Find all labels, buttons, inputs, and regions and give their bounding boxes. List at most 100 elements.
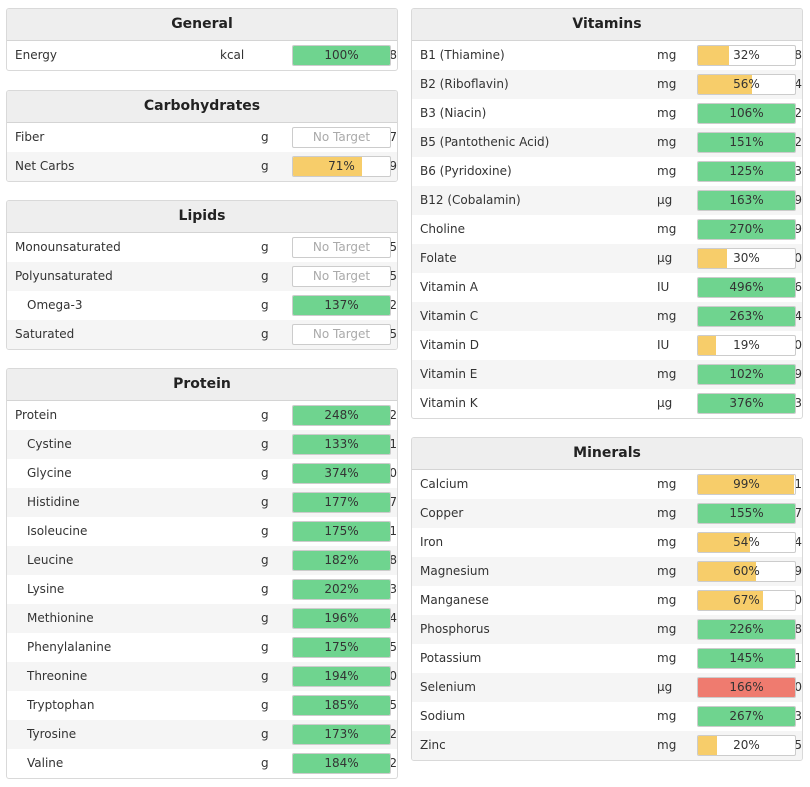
nutrient-row[interactable]: B3 (Niacin)74.2mg106%	[412, 99, 802, 128]
progress-fill	[293, 609, 390, 628]
nutrient-row[interactable]: B12 (Cobalamin)48.9µg163%	[412, 186, 802, 215]
progress-fill	[293, 157, 362, 176]
target-progress-bar: No Target	[292, 237, 391, 258]
nutrient-name: Histidine	[27, 495, 80, 509]
progress-percent: 56%	[733, 77, 760, 91]
nutrient-row[interactable]: Selenium500.0µg166%	[412, 673, 802, 702]
progress-fill	[293, 638, 390, 657]
nutrient-unit: g	[261, 240, 269, 254]
nutrient-name: Valine	[27, 756, 64, 770]
nutrient-row[interactable]: Copper4.7mg155%	[412, 499, 802, 528]
nutrient-unit: mg	[657, 709, 677, 723]
nutrient-unit: g	[261, 130, 269, 144]
nutrient-unit: g	[261, 159, 269, 173]
nutrient-row[interactable]: Valine16.2g184%	[7, 749, 397, 778]
nutrient-row[interactable]: Omega-38.2g137%	[7, 291, 397, 320]
target-progress-bar: 133%	[292, 434, 391, 455]
nutrient-unit: mg	[657, 651, 677, 665]
progress-fill	[293, 667, 390, 686]
nutrient-row[interactable]: B1 (Thiamine)1.8mg32%	[412, 41, 802, 70]
nutrient-name: Saturated	[15, 327, 75, 341]
nutrient-row[interactable]: Methionine8.4g196%	[7, 604, 397, 633]
progress-percent: 177%	[324, 495, 359, 509]
nutrient-name: B3 (Niacin)	[420, 106, 487, 120]
nutrient-row[interactable]: Calcium1999.1mg99%	[412, 470, 802, 499]
nutrient-row[interactable]: Isoleucine14.1g175%	[7, 517, 397, 546]
progress-fill	[698, 649, 795, 668]
nutrient-row[interactable]: B5 (Pantothenic Acid)18.2mg151%	[412, 128, 802, 157]
target-progress-bar: 60%	[697, 561, 796, 582]
target-progress-bar: 182%	[292, 550, 391, 571]
nutrient-row[interactable]: Phosphorus3392.8mg226%	[412, 615, 802, 644]
nutrient-row[interactable]: Phenylalanine12.5g175%	[7, 633, 397, 662]
nutrient-unit: mg	[657, 593, 677, 607]
nutrient-row[interactable]: B2 (Riboflavin)3.4mg56%	[412, 70, 802, 99]
target-progress-bar: 177%	[292, 492, 391, 513]
progress-percent: 67%	[733, 593, 760, 607]
target-progress-bar: 163%	[697, 190, 796, 211]
nutrient-row[interactable]: B6 (Pyridoxine)6.3mg125%	[412, 157, 802, 186]
progress-fill	[293, 435, 390, 454]
nutrient-unit: g	[261, 437, 269, 451]
nutrient-unit: µg	[657, 680, 673, 694]
nutrient-unit: g	[261, 466, 269, 480]
nutrient-name: Polyunsaturated	[15, 269, 113, 283]
nutrient-row[interactable]: Sodium10702.3mg267%	[412, 702, 802, 731]
progress-fill	[293, 493, 390, 512]
nutrient-row[interactable]: Fiber8.7gNo Target	[7, 123, 397, 152]
progress-percent: 71%	[328, 159, 355, 173]
nutrient-row[interactable]: Vitamin C789.4mg263%	[412, 302, 802, 331]
nutrient-row[interactable]: Vitamin K3768.3µg376%	[412, 389, 802, 418]
nutrient-row[interactable]: Threonine14.0g194%	[7, 662, 397, 691]
progress-fill	[698, 736, 718, 755]
nutrient-row[interactable]: Folate246.0µg30%	[412, 244, 802, 273]
nutrient-unit: g	[261, 640, 269, 654]
nutrient-row[interactable]: Energy2001.8kcal100%	[7, 41, 397, 70]
panel-vitamins: Vitamins B1 (Thiamine)1.8mg32%B2 (Ribofl…	[411, 8, 803, 419]
nutrient-unit: mg	[657, 564, 677, 578]
progress-fill	[698, 591, 763, 610]
nutrient-row[interactable]: Cystine3.1g133%	[7, 430, 397, 459]
progress-fill	[698, 278, 795, 297]
nutrient-row[interactable]: Magnesium609.9mg60%	[412, 557, 802, 586]
progress-fill	[293, 406, 390, 425]
progress-percent: No Target	[312, 130, 371, 144]
nutrient-row[interactable]: Vitamin D684.0IU19%	[412, 331, 802, 360]
nutrient-row[interactable]: Potassium7990.1mg145%	[412, 644, 802, 673]
nutrient-unit: g	[261, 408, 269, 422]
progress-percent: 496%	[729, 280, 764, 294]
nutrient-unit: g	[261, 298, 269, 312]
progress-percent: 163%	[729, 193, 764, 207]
nutrient-row[interactable]: Polyunsaturated15.5gNo Target	[7, 262, 397, 291]
nutrient-name: Tryptophan	[27, 698, 95, 712]
nutrient-unit: mg	[657, 106, 677, 120]
nutrient-row[interactable]: Histidine8.7g177%	[7, 488, 397, 517]
nutrient-row[interactable]: Tryptophan3.5g185%	[7, 691, 397, 720]
nutrient-row[interactable]: Monounsaturated30.5gNo Target	[7, 233, 397, 262]
nutrient-row[interactable]: Saturated14.5gNo Target	[7, 320, 397, 349]
nutrient-row[interactable]: Choline1488.9mg270%	[412, 215, 802, 244]
progress-percent: 374%	[324, 466, 359, 480]
target-progress-bar: 496%	[697, 277, 796, 298]
nutrient-row[interactable]: Tyrosine10.2g173%	[7, 720, 397, 749]
nutrient-name: Threonine	[27, 669, 88, 683]
nutrient-row[interactable]: Leucine24.8g182%	[7, 546, 397, 575]
nutrient-unit: mg	[657, 367, 677, 381]
nutrient-row[interactable]: Iron16.4mg54%	[412, 528, 802, 557]
nutrient-row[interactable]: Zinc6.5mg20%	[412, 731, 802, 760]
nutrient-row[interactable]: Manganese4.0mg67%	[412, 586, 802, 615]
nutrient-row[interactable]: Vitamin E35.9mg102%	[412, 360, 802, 389]
nutrient-row[interactable]: Protein310.2g248%	[7, 401, 397, 430]
progress-percent: 60%	[733, 564, 760, 578]
target-progress-bar: 263%	[697, 306, 796, 327]
nutrient-name: Fiber	[15, 130, 45, 144]
nutrient-row[interactable]: Net Carbs35.9g71%	[7, 152, 397, 181]
nutrient-row[interactable]: Vitamin A49641.6IU496%	[412, 273, 802, 302]
nutrient-name: Leucine	[27, 553, 74, 567]
nutrient-row[interactable]: Glycine15.0g374%	[7, 459, 397, 488]
progress-percent: 194%	[324, 669, 359, 683]
progress-fill	[698, 394, 795, 413]
target-progress-bar: 56%	[697, 74, 796, 95]
nutrient-row[interactable]: Lysine27.3g202%	[7, 575, 397, 604]
